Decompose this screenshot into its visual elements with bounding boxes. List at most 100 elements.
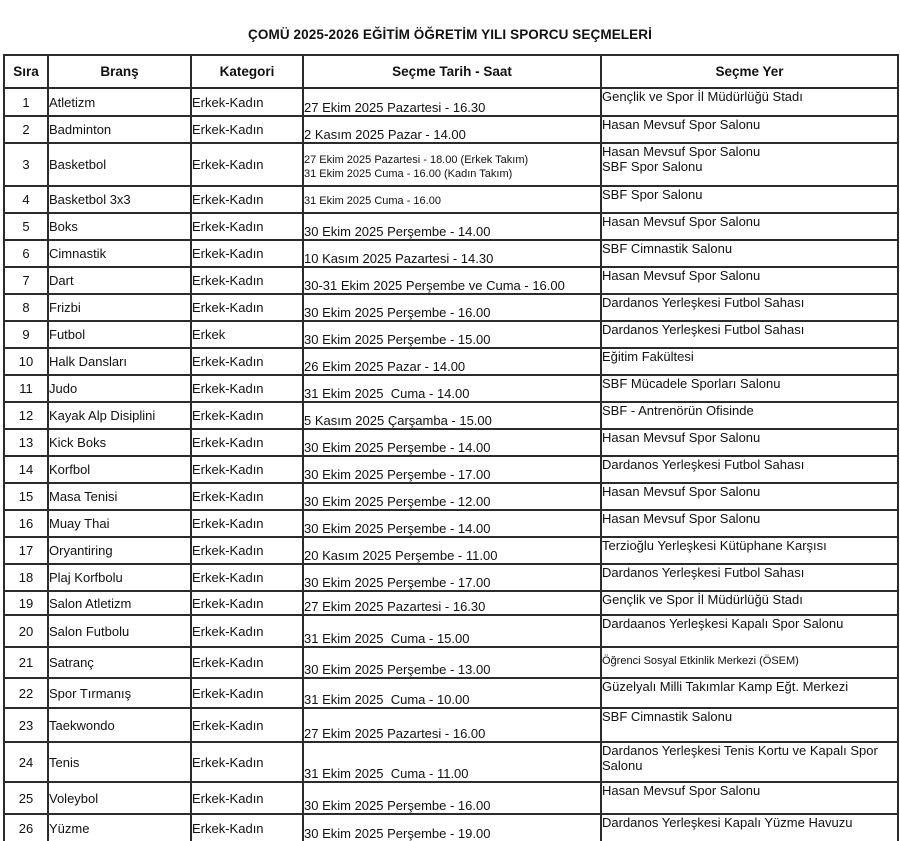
table-row: 7 Dart Erkek-Kadın 30-31 Ekim 2025 Perşe… (3, 266, 899, 295)
sport-name: Muay Thai (47, 509, 192, 538)
table-row: 19 Salon Atletizm Erkek-Kadın 27 Ekim 20… (3, 590, 899, 616)
sport-name: Tenis (47, 741, 192, 783)
date-time: 31 Ekim 2025 Cuma - 14.00 (302, 374, 602, 403)
date-time: 31 Ekim 2025 Cuma - 11.00 (302, 741, 602, 783)
venue: Dardaanos Yerleşkesi Kapalı Spor Salonu (600, 614, 899, 648)
sport-name: Basketbol (47, 142, 192, 187)
venue: Hasan Mevsuf Spor Salonu (600, 509, 899, 538)
row-number: 15 (3, 482, 49, 511)
category: Erkek-Kadın (190, 87, 304, 117)
row-number: 2 (3, 115, 49, 144)
date-time: 30 Ekim 2025 Perşembe - 17.00 (302, 455, 602, 484)
venue: Hasan Mevsuf Spor Salonu (600, 482, 899, 511)
category: Erkek-Kadın (190, 677, 304, 709)
date-time: 2 Kasım 2025 Pazar - 14.00 (302, 115, 602, 144)
venue: Hasan Mevsuf Spor Salonu (600, 115, 899, 144)
venue: Gençlik ve Spor İl Müdürlüğü Stadı (600, 590, 899, 616)
row-number: 17 (3, 536, 49, 565)
sport-name: Salon Atletizm (47, 590, 192, 616)
venue: SBF - Antrenörün Ofisinde (600, 401, 899, 430)
row-number: 11 (3, 374, 49, 403)
sport-name: Salon Futbolu (47, 614, 192, 648)
table-row: 20 Salon Futbolu Erkek-Kadın 31 Ekim 202… (3, 614, 899, 648)
category: Erkek-Kadın (190, 266, 304, 295)
sport-name: Cimnastik (47, 239, 192, 268)
sport-name: Taekwondo (47, 707, 192, 743)
category: Erkek-Kadın (190, 536, 304, 565)
sport-name: Korfbol (47, 455, 192, 484)
table-row: 17 Oryantiring Erkek-Kadın 20 Kasım 2025… (3, 536, 899, 565)
row-number: 9 (3, 320, 49, 349)
date-time: 30 Ekim 2025 Perşembe - 14.00 (302, 509, 602, 538)
venue: Güzelyalı Milli Takımlar Kamp Eğt. Merke… (600, 677, 899, 709)
table-row: 4 Basketbol 3x3 Erkek-Kadın 31 Ekim 2025… (3, 185, 899, 214)
row-number: 19 (3, 590, 49, 616)
col-header-brans: Branş (47, 54, 192, 89)
sport-name: Oryantiring (47, 536, 192, 565)
sport-name: Judo (47, 374, 192, 403)
venue: Terzioğlu Yerleşkesi Kütüphane Karşısı (600, 536, 899, 565)
row-number: 10 (3, 347, 49, 376)
venue: SBF Mücadele Sporları Salonu (600, 374, 899, 403)
date-time: 5 Kasım 2025 Çarşamba - 15.00 (302, 401, 602, 430)
sport-name: Kick Boks (47, 428, 192, 457)
sport-name: Dart (47, 266, 192, 295)
table-row: 16 Muay Thai Erkek-Kadın 30 Ekim 2025 Pe… (3, 509, 899, 538)
page-title: ÇOMÜ 2025-2026 EĞİTİM ÖĞRETİM YILI SPORC… (248, 27, 652, 42)
table-row: 6 Cimnastik Erkek-Kadın 10 Kasım 2025 Pa… (3, 239, 899, 268)
sport-name: Boks (47, 212, 192, 241)
row-number: 25 (3, 781, 49, 815)
venue: Dardanos Yerleşkesi Futbol Sahası (600, 455, 899, 484)
row-number: 12 (3, 401, 49, 430)
date-time: 27 Ekim 2025 Pazartesi - 16.30 (302, 590, 602, 616)
sport-name: Basketbol 3x3 (47, 185, 192, 214)
category: Erkek-Kadın (190, 239, 304, 268)
table-row: 10 Halk Dansları Erkek-Kadın 26 Ekim 202… (3, 347, 899, 376)
table-row: 2 Badminton Erkek-Kadın 2 Kasım 2025 Paz… (3, 115, 899, 144)
table-row: 8 Frizbi Erkek-Kadın 30 Ekim 2025 Perşem… (3, 293, 899, 322)
table-row: 12 Kayak Alp Disiplini Erkek-Kadın 5 Kas… (3, 401, 899, 430)
table-row: 1 Atletizm Erkek-Kadın 27 Ekim 2025 Paza… (3, 87, 899, 117)
venue: Öğrenci Sosyal Etkinlik Merkezi (ÖSEM) (600, 646, 899, 679)
row-number: 18 (3, 563, 49, 592)
category: Erkek-Kadın (190, 185, 304, 214)
row-number: 8 (3, 293, 49, 322)
venue: Hasan Mevsuf Spor Salonu (600, 266, 899, 295)
venue: Hasan Mevsuf Spor Salonu (600, 781, 899, 815)
date-time: 30 Ekim 2025 Perşembe - 16.00 (302, 781, 602, 815)
sport-name: Kayak Alp Disiplini (47, 401, 192, 430)
row-number: 26 (3, 813, 49, 841)
category: Erkek-Kadın (190, 741, 304, 783)
date-time: 27 Ekim 2025 Pazartesi - 16.30 (302, 87, 602, 117)
category: Erkek-Kadın (190, 781, 304, 815)
venue: Dardanos Yerleşkesi Futbol Sahası (600, 563, 899, 592)
category: Erkek (190, 320, 304, 349)
table-row: 13 Kick Boks Erkek-Kadın 30 Ekim 2025 Pe… (3, 428, 899, 457)
category: Erkek-Kadın (190, 614, 304, 648)
row-number: 20 (3, 614, 49, 648)
date-time: 30 Ekim 2025 Perşembe - 15.00 (302, 320, 602, 349)
date-time: 20 Kasım 2025 Perşembe - 11.00 (302, 536, 602, 565)
sport-name: Halk Dansları (47, 347, 192, 376)
document-page: ÇOMÜ 2025-2026 EĞİTİM ÖĞRETİM YILI SPORC… (0, 27, 900, 841)
category: Erkek-Kadın (190, 293, 304, 322)
category: Erkek-Kadın (190, 212, 304, 241)
venue: Hasan Mevsuf Spor Salonu (600, 428, 899, 457)
table-row: 15 Masa Tenisi Erkek-Kadın 30 Ekim 2025 … (3, 482, 899, 511)
venue: Hasan Mevsuf Spor Salonu (600, 212, 899, 241)
col-header-yer: Seçme Yer (600, 54, 899, 89)
row-number: 6 (3, 239, 49, 268)
sport-name: Plaj Korfbolu (47, 563, 192, 592)
table-row: 23 Taekwondo Erkek-Kadın 27 Ekim 2025 Pa… (3, 707, 899, 743)
venue: Eğitim Fakültesi (600, 347, 899, 376)
row-number: 13 (3, 428, 49, 457)
table-row: 14 Korfbol Erkek-Kadın 30 Ekim 2025 Perş… (3, 455, 899, 484)
table-row: 18 Plaj Korfbolu Erkek-Kadın 30 Ekim 202… (3, 563, 899, 592)
category: Erkek-Kadın (190, 590, 304, 616)
category: Erkek-Kadın (190, 646, 304, 679)
venue: Hasan Mevsuf Spor Salonu SBF Spor Salonu (600, 142, 899, 187)
date-time: 30 Ekim 2025 Perşembe - 14.00 (302, 428, 602, 457)
table-row: 25 Voleybol Erkek-Kadın 30 Ekim 2025 Per… (3, 781, 899, 815)
row-number: 21 (3, 646, 49, 679)
category: Erkek-Kadın (190, 509, 304, 538)
